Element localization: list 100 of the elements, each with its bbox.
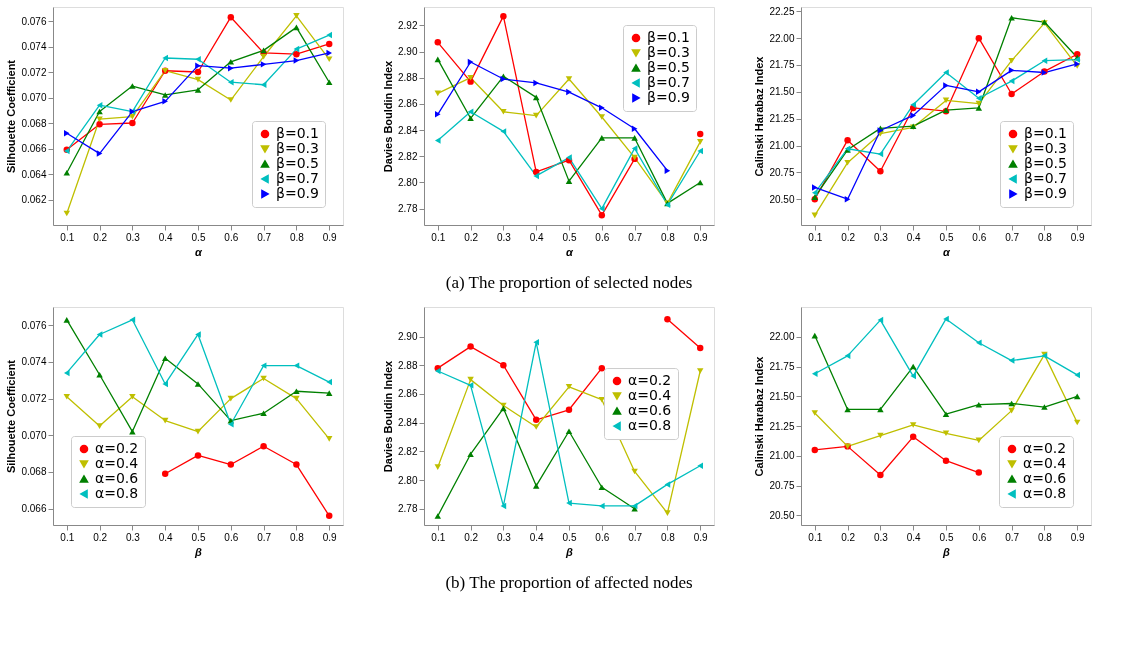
x-tick-label: 0.3 bbox=[873, 531, 889, 543]
legend-label: β=0.1 bbox=[647, 29, 690, 45]
legend-label: α=0.8 bbox=[95, 485, 139, 501]
legend-label: β=0.3 bbox=[647, 44, 690, 60]
y-tick-label: 0.068 bbox=[21, 466, 47, 478]
y-tick-label: 21.25 bbox=[769, 420, 795, 432]
y-tick-label: 2.86 bbox=[398, 98, 418, 110]
y-tick-label: 22.00 bbox=[769, 331, 795, 343]
x-axis-title: β bbox=[565, 545, 574, 558]
legend-label: α=0.4 bbox=[628, 387, 672, 404]
legend-label: β=0.1 bbox=[1024, 125, 1067, 141]
text: (a) The proportion of selected nodes bbox=[445, 273, 693, 292]
legend-label: β=0.3 bbox=[276, 140, 319, 156]
y-tick-label: 0.074 bbox=[21, 356, 47, 368]
y-tick-label: 0.066 bbox=[21, 503, 47, 515]
x-tick-label: 0.4 bbox=[906, 231, 922, 243]
y-tick-label: 0.076 bbox=[21, 15, 47, 27]
x-tick-label: 0.2 bbox=[841, 231, 856, 243]
y-axis-title: Davies Bouldin Index bbox=[382, 360, 395, 473]
x-tick-label: 0.3 bbox=[496, 531, 512, 543]
legend-label: α=0.2 bbox=[628, 372, 672, 389]
x-tick-label: 0.2 bbox=[464, 231, 479, 243]
y-tick-label: 0.072 bbox=[21, 393, 47, 405]
legend-label: α=0.2 bbox=[1023, 440, 1067, 456]
y-tick-label: 0.070 bbox=[21, 429, 47, 441]
x-tick-label: 0.2 bbox=[841, 531, 856, 543]
y-tick-label: 20.50 bbox=[769, 193, 795, 205]
y-tick-label: 21.00 bbox=[769, 450, 795, 462]
y-tick-label: 21.75 bbox=[769, 361, 795, 373]
y-tick-label: 0.074 bbox=[21, 41, 47, 53]
legend-label: β=0.7 bbox=[1024, 170, 1067, 186]
legend-label: α=0.2 bbox=[95, 440, 139, 456]
x-tick-label: 0.4 bbox=[158, 531, 174, 543]
x-tick-label: 0.1 bbox=[431, 231, 446, 243]
y-tick-label: 20.50 bbox=[769, 509, 795, 521]
x-tick-label: 0.4 bbox=[529, 231, 545, 243]
legend-label: β=0.9 bbox=[647, 89, 690, 105]
x-tick-label: 0.7 bbox=[628, 531, 643, 543]
text: (b) The proportion of affected nodes bbox=[445, 573, 693, 592]
x-tick-label: 0.6 bbox=[972, 231, 987, 243]
x-axis-title: β bbox=[194, 545, 203, 558]
y-tick-label: 2.84 bbox=[398, 124, 418, 136]
y-tick-label: 0.068 bbox=[21, 117, 47, 129]
x-tick-label: 0.4 bbox=[529, 531, 545, 543]
x-axis-title: β bbox=[942, 545, 951, 558]
y-tick-label: 2.86 bbox=[398, 388, 418, 400]
y-tick-label: 2.92 bbox=[398, 19, 418, 31]
x-tick-label: 0.7 bbox=[628, 231, 643, 243]
x-axis-title: α bbox=[566, 245, 575, 258]
x-tick-label: 0.3 bbox=[873, 231, 889, 243]
y-tick-label: 22.25 bbox=[769, 5, 795, 17]
y-tick-label: 21.00 bbox=[769, 140, 795, 152]
x-tick-label: 0.5 bbox=[939, 231, 954, 243]
x-tick-label: 0.6 bbox=[972, 531, 987, 543]
y-tick-label: 0.066 bbox=[21, 143, 47, 155]
x-tick-label: 0.5 bbox=[562, 231, 577, 243]
y-tick-label: 2.82 bbox=[398, 150, 418, 162]
x-tick-label: 0.7 bbox=[1005, 231, 1020, 243]
x-tick-label: 0.3 bbox=[496, 231, 512, 243]
y-tick-label: 2.78 bbox=[398, 503, 418, 515]
x-tick-label: 0.5 bbox=[191, 531, 206, 543]
y-tick-label: 2.78 bbox=[398, 203, 418, 215]
x-tick-label: 0.3 bbox=[125, 231, 141, 243]
y-tick-label: 21.50 bbox=[769, 86, 795, 98]
legend-label: α=0.8 bbox=[628, 417, 672, 434]
legend-label: α=0.6 bbox=[628, 402, 672, 419]
x-tick-label: 0.9 bbox=[1070, 531, 1086, 543]
x-tick-label: 0.8 bbox=[289, 531, 305, 543]
y-axis-title: Calinski Harabaz Index bbox=[753, 55, 766, 177]
y-axis-title: Silhouette Coefficient bbox=[5, 359, 18, 474]
legend-label: α=0.8 bbox=[1023, 485, 1067, 501]
y-tick-label: 0.070 bbox=[21, 92, 47, 104]
x-tick-label: 0.8 bbox=[1037, 531, 1053, 543]
legend-label: α=0.4 bbox=[95, 455, 139, 471]
x-tick-label: 0.1 bbox=[431, 531, 446, 543]
x-tick-label: 0.5 bbox=[939, 531, 954, 543]
x-tick-label: 0.7 bbox=[257, 531, 272, 543]
y-tick-label: 0.072 bbox=[21, 66, 47, 78]
x-tick-label: 0.1 bbox=[60, 531, 75, 543]
y-tick-label: 21.25 bbox=[769, 113, 795, 125]
legend-label: α=0.6 bbox=[1023, 470, 1067, 486]
y-axis-title: Silhouette Coefficient bbox=[5, 59, 18, 174]
x-tick-label: 0.7 bbox=[1005, 531, 1020, 543]
legend-label: β=0.5 bbox=[276, 155, 319, 171]
x-tick-label: 0.9 bbox=[322, 231, 338, 243]
legend-label: α=0.4 bbox=[1023, 455, 1067, 471]
y-tick-label: 0.076 bbox=[21, 319, 47, 331]
y-tick-label: 2.90 bbox=[398, 331, 418, 343]
x-tick-label: 0.8 bbox=[289, 231, 305, 243]
x-tick-label: 0.2 bbox=[464, 531, 479, 543]
legend-label: β=0.1 bbox=[276, 125, 319, 141]
y-tick-label: 2.80 bbox=[398, 474, 418, 486]
y-tick-label: 2.80 bbox=[398, 176, 418, 188]
x-tick-label: 0.9 bbox=[693, 531, 709, 543]
legend-label: β=0.9 bbox=[1024, 185, 1067, 201]
x-tick-label: 0.6 bbox=[595, 531, 610, 543]
legend-label: β=0.7 bbox=[276, 170, 319, 186]
x-tick-label: 0.4 bbox=[906, 531, 922, 543]
x-tick-label: 0.5 bbox=[562, 531, 577, 543]
legend-label: β=0.5 bbox=[1024, 155, 1067, 171]
